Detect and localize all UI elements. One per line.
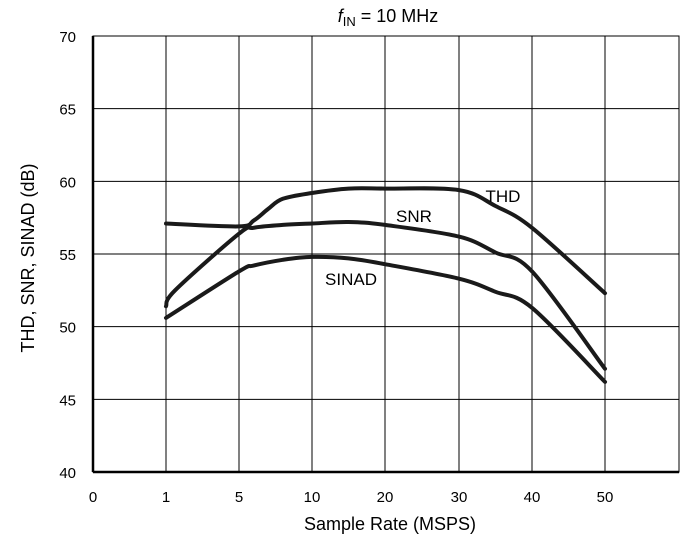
y-tick-label: 65 — [59, 102, 76, 119]
chart-title-var: f — [338, 6, 345, 26]
series-lines: THD SNR SINAD — [164, 186, 607, 384]
x-axis: 0 1 5 10 20 30 40 50 — [89, 489, 614, 506]
y-tick-label: 45 — [59, 392, 76, 409]
grid — [93, 36, 679, 472]
x-tick-label: 50 — [597, 489, 614, 506]
y-tick-label: 50 — [59, 320, 76, 337]
x-tick-label: 20 — [377, 489, 394, 506]
x-tick-label: 10 — [304, 489, 321, 506]
x-axis-label: Sample Rate (MSPS) — [304, 514, 476, 534]
chart-title-rest: = 10 MHz — [356, 6, 439, 26]
x-tick-label: 40 — [524, 489, 541, 506]
series-line-thd — [164, 186, 607, 296]
x-tick-label: 5 — [235, 489, 243, 506]
chart-title-sub: IN — [343, 14, 356, 29]
x-tick-label: 1 — [162, 489, 170, 506]
chart-title: fIN = 10 MHz — [338, 6, 439, 29]
series-line-snr — [164, 219, 607, 371]
x-tick-label: 0 — [89, 489, 97, 506]
y-tick-label: 55 — [59, 247, 76, 264]
series-label-snr: SNR — [396, 207, 432, 226]
y-axis-label: THD, SNR, SINAD (dB) — [18, 163, 38, 352]
series-label-thd: THD — [486, 187, 521, 206]
series-label-sinad: SINAD — [325, 270, 377, 289]
y-axis: 40 45 50 55 60 65 70 — [59, 29, 76, 482]
series-line-sinad — [164, 254, 607, 384]
y-tick-label: 70 — [59, 29, 76, 46]
y-tick-label: 60 — [59, 174, 76, 191]
plot-frame — [91, 35, 680, 474]
y-tick-label: 40 — [59, 465, 76, 482]
x-tick-label: 30 — [451, 489, 468, 506]
